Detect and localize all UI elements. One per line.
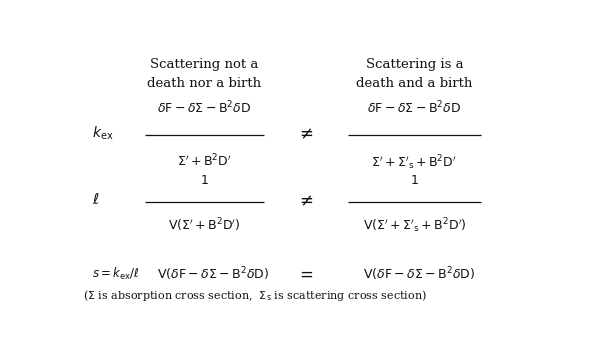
Text: $\ell$: $\ell$	[92, 192, 100, 207]
Text: ($\Sigma$ is absorption cross section,  $\Sigma_{\rm s}$ is scattering cross sec: ($\Sigma$ is absorption cross section, $…	[83, 288, 427, 303]
Text: $\Sigma' + \Sigma'_{\rm s} + {\rm B}^{2} {\rm D}'$: $\Sigma' + \Sigma'_{\rm s} + {\rm B}^{2}…	[372, 153, 457, 172]
Text: $1$: $1$	[410, 174, 419, 187]
Text: $\neq$: $\neq$	[296, 193, 313, 210]
Text: $\neq$: $\neq$	[296, 126, 313, 143]
Text: $s{=}k_{\rm ex}/\ell$: $s{=}k_{\rm ex}/\ell$	[92, 266, 140, 282]
Text: $k_{\rm ex}$: $k_{\rm ex}$	[92, 124, 113, 142]
Text: $1$: $1$	[199, 174, 208, 187]
Text: ${\rm V}(\Sigma' + {\rm B}^{2} {\rm D}')$: ${\rm V}(\Sigma' + {\rm B}^{2} {\rm D}')…	[168, 216, 240, 234]
Text: ${\rm V}(\delta{\rm F} - \delta\Sigma - {\rm B}^{2}\delta{\rm D})$: ${\rm V}(\delta{\rm F} - \delta\Sigma - …	[157, 265, 269, 283]
Text: $=$: $=$	[296, 266, 313, 282]
Text: ${\rm V}(\delta{\rm F} - \delta\Sigma - {\rm B}^{2}\delta{\rm D})$: ${\rm V}(\delta{\rm F} - \delta\Sigma - …	[363, 265, 475, 283]
Text: Scattering is a
death and a birth: Scattering is a death and a birth	[356, 58, 473, 90]
Text: Scattering not a
death nor a birth: Scattering not a death nor a birth	[147, 58, 261, 90]
Text: ${\rm V}(\Sigma' + \Sigma'_{\rm s} + {\rm B}^{2} {\rm D}')$: ${\rm V}(\Sigma' + \Sigma'_{\rm s} + {\r…	[363, 216, 466, 235]
Text: $\Sigma' + {\rm B}^{2} {\rm D}'$: $\Sigma' + {\rm B}^{2} {\rm D}'$	[176, 153, 231, 170]
Text: $\delta{\rm F} - \delta\Sigma - {\rm B}^{2}\delta {\rm D}$: $\delta{\rm F} - \delta\Sigma - {\rm B}^…	[368, 100, 461, 116]
Text: $\delta{\rm F} - \delta\Sigma - {\rm B}^{2}\delta{\rm D}$: $\delta{\rm F} - \delta\Sigma - {\rm B}^…	[157, 100, 251, 116]
